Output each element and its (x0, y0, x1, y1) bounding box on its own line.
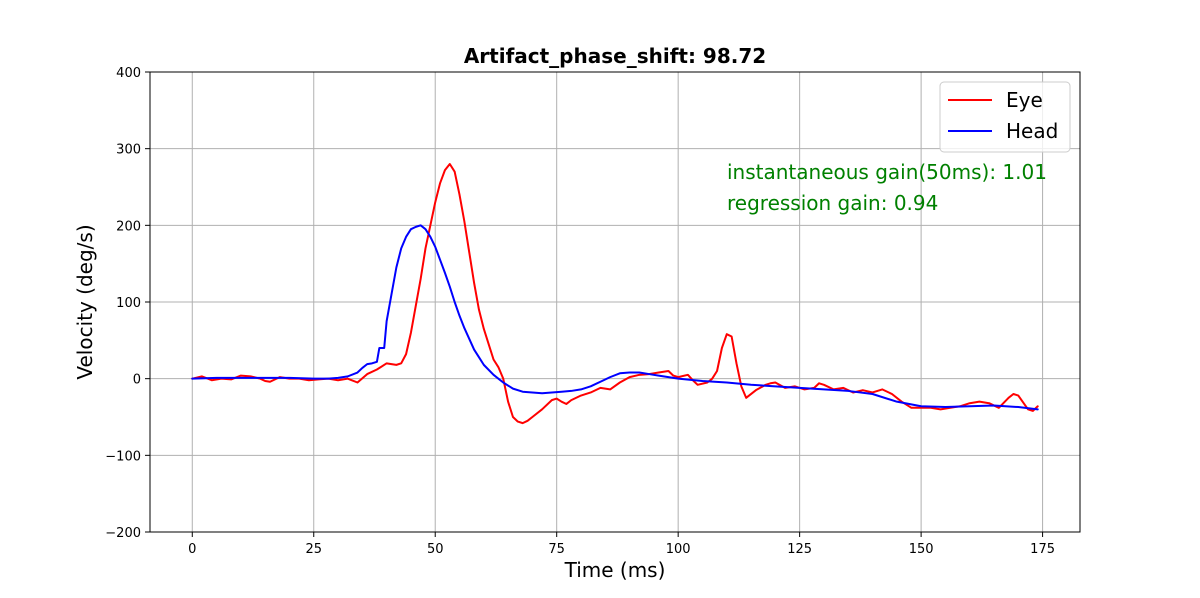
y-tick-label: 300 (116, 143, 141, 158)
x-tick-label: 175 (1030, 542, 1055, 557)
legend-head-label: Head (1006, 119, 1058, 143)
x-tick-label: 125 (787, 542, 812, 557)
y-tick-label: 100 (116, 296, 141, 311)
legend: Eye Head (939, 81, 1071, 153)
regression-gain-annotation: regression gain: 0.94 (727, 191, 938, 215)
y-tick-label: −100 (105, 449, 141, 464)
x-tick-label: 25 (305, 542, 322, 557)
y-tick-label: 400 (116, 66, 141, 81)
x-tick-label: 100 (666, 542, 691, 557)
series-line-eye (191, 163, 1039, 425)
x-tick-label: 75 (548, 542, 565, 557)
y-tick-label: 200 (116, 219, 141, 234)
y-tick-label: 0 (133, 373, 141, 388)
chart-title: Artifact_phase_shift: 98.72 (464, 44, 766, 68)
y-axis-label: Velocity (deg/s) (73, 224, 97, 379)
x-tick-label: 50 (427, 542, 444, 557)
series-line-head (191, 224, 1039, 411)
x-tick-label: 150 (909, 542, 934, 557)
x-axis-label: Time (ms) (564, 558, 666, 582)
instantaneous-gain-annotation: instantaneous gain(50ms): 1.01 (727, 160, 1047, 184)
x-tick-label: 0 (188, 542, 196, 557)
axis-ticks: 0 25 50 75 100 125 150 175 −200 −100 0 100 200 300 400 (105, 66, 1055, 557)
series-lines (191, 163, 1039, 425)
y-tick-label: −200 (105, 526, 141, 541)
legend-eye-label: Eye (1006, 88, 1043, 112)
